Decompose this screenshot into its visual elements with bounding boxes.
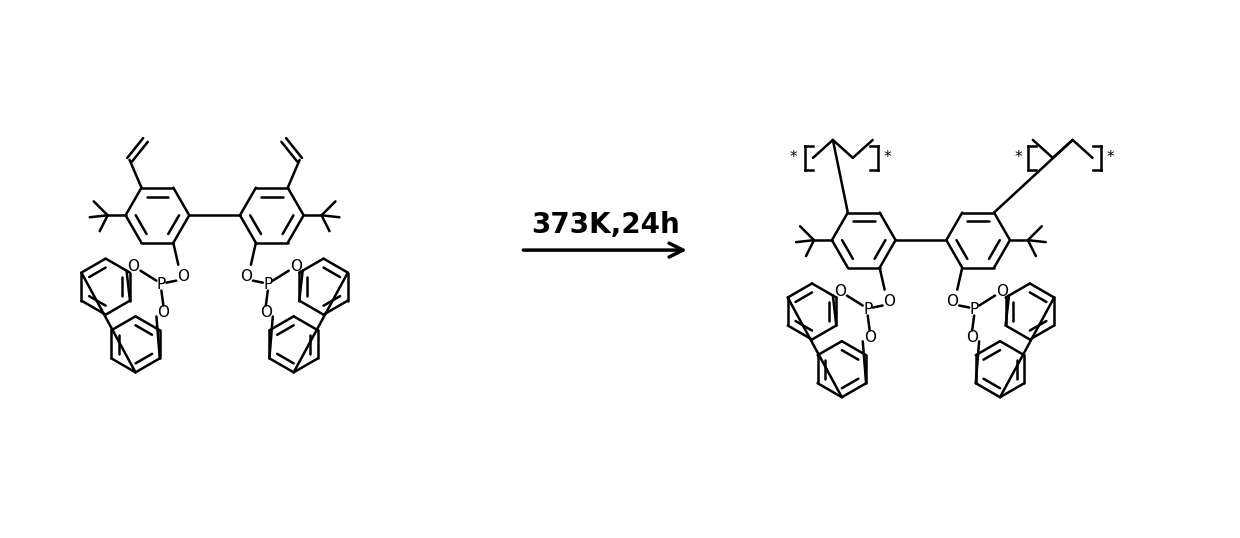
Text: O: O [260,305,272,320]
Text: O: O [833,284,846,299]
Text: O: O [157,305,170,320]
Text: O: O [884,294,895,309]
Text: *: * [884,150,892,165]
Text: P: P [263,277,273,292]
Text: O: O [864,330,875,345]
Text: O: O [946,294,959,309]
Text: O: O [996,284,1008,299]
Text: O: O [290,259,301,274]
Text: *: * [790,150,797,165]
Text: O: O [966,330,978,345]
Text: *: * [1014,150,1022,165]
Text: *: * [1106,150,1115,165]
Text: 373K,24h: 373K,24h [531,211,680,239]
Text: P: P [863,302,872,317]
Text: O: O [128,259,140,274]
Text: P: P [970,302,978,317]
Text: P: P [156,277,166,292]
Text: O: O [177,269,190,284]
Text: O: O [241,269,252,284]
